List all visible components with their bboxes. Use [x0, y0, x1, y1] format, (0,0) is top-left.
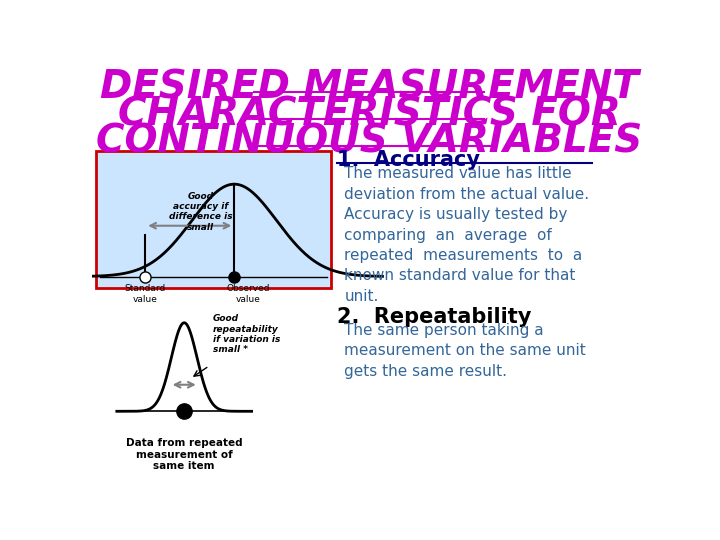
Text: Data from repeated
measurement of
same item: Data from repeated measurement of same i… — [126, 438, 243, 471]
Text: Good
accuracy if
difference is
small: Good accuracy if difference is small — [168, 192, 232, 232]
Bar — [96, 151, 330, 288]
Text: Observed
value: Observed value — [226, 284, 270, 303]
Text: DESIRED MEASUREMENT: DESIRED MEASUREMENT — [99, 69, 639, 107]
Text: CONTINUOUS VARIABLES: CONTINUOUS VARIABLES — [96, 123, 642, 160]
Text: Good
repeatability
if variation is
small *: Good repeatability if variation is small… — [213, 314, 281, 354]
Text: CHARACTERISTICS FOR: CHARACTERISTICS FOR — [117, 96, 621, 133]
Text: The measured value has little
deviation from the actual value.
Accuracy is usual: The measured value has little deviation … — [344, 166, 590, 304]
Text: Standard
value: Standard value — [125, 284, 166, 303]
Text: 2.  Repeatability: 2. Repeatability — [337, 307, 531, 327]
Text: The same person taking a
measurement on the same unit
gets the same result.: The same person taking a measurement on … — [344, 323, 586, 379]
Text: 1.  Accuracy: 1. Accuracy — [337, 150, 480, 170]
